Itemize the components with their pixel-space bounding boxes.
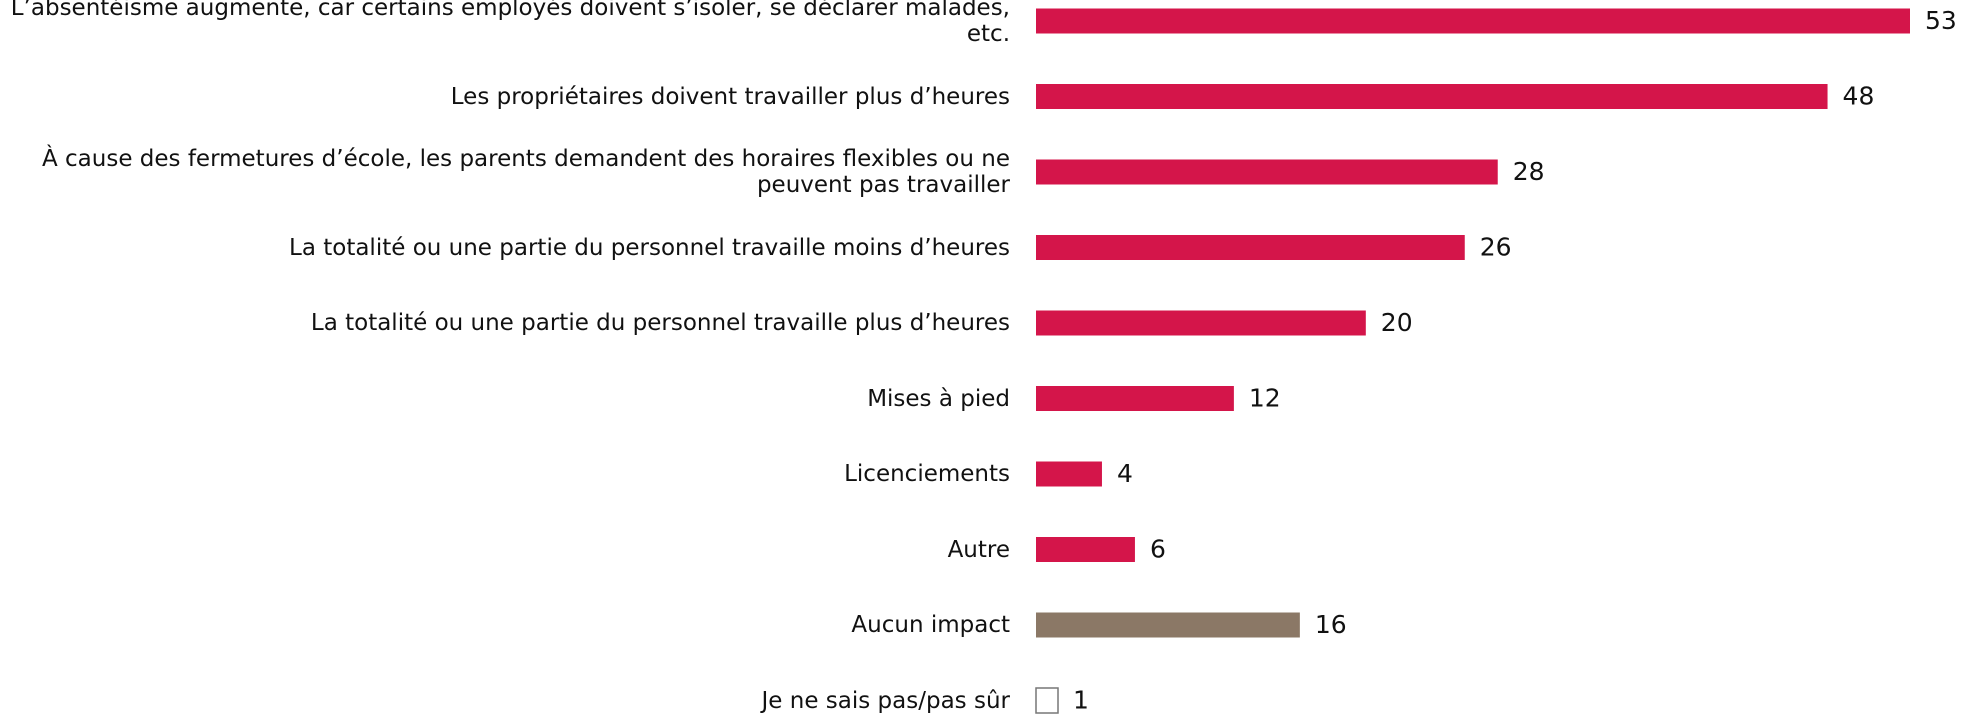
category-label: Autre — [947, 536, 1010, 563]
bar — [1036, 8, 1910, 34]
value-label: 1 — [1073, 686, 1089, 715]
category-label: L’absentéisme augmente, car certains emp… — [10, 0, 1010, 47]
category-label: À cause des fermetures d’école, les pare… — [41, 146, 1010, 198]
value-label: 16 — [1315, 610, 1347, 639]
bar — [1036, 159, 1498, 185]
value-label: 6 — [1150, 535, 1166, 564]
bar — [1036, 84, 1828, 109]
bar — [1036, 461, 1102, 487]
bar — [1036, 235, 1465, 260]
value-label: 12 — [1249, 384, 1281, 413]
bar — [1035, 687, 1059, 714]
bar — [1036, 386, 1234, 411]
category-label: La totalité ou une partie du personnel t… — [310, 310, 1010, 336]
value-label: 26 — [1480, 233, 1512, 262]
category-label: La totalité ou une partie du personnel t… — [289, 234, 1010, 261]
category-label: Je ne sais pas/pas sûr — [761, 687, 1010, 714]
value-label: 4 — [1117, 459, 1133, 488]
value-label: 20 — [1381, 308, 1413, 337]
category-label: Licenciements — [844, 461, 1010, 487]
bar — [1036, 537, 1135, 562]
category-label: Les propriétaires doivent travailler plu… — [450, 83, 1010, 110]
value-label: 48 — [1843, 82, 1875, 111]
value-label: 28 — [1513, 157, 1545, 186]
category-label: Mises à pied — [867, 385, 1010, 412]
category-label: Aucun impact — [851, 612, 1010, 638]
value-label: 53 — [1925, 6, 1957, 35]
bar — [1036, 310, 1366, 336]
bar — [1036, 612, 1300, 638]
